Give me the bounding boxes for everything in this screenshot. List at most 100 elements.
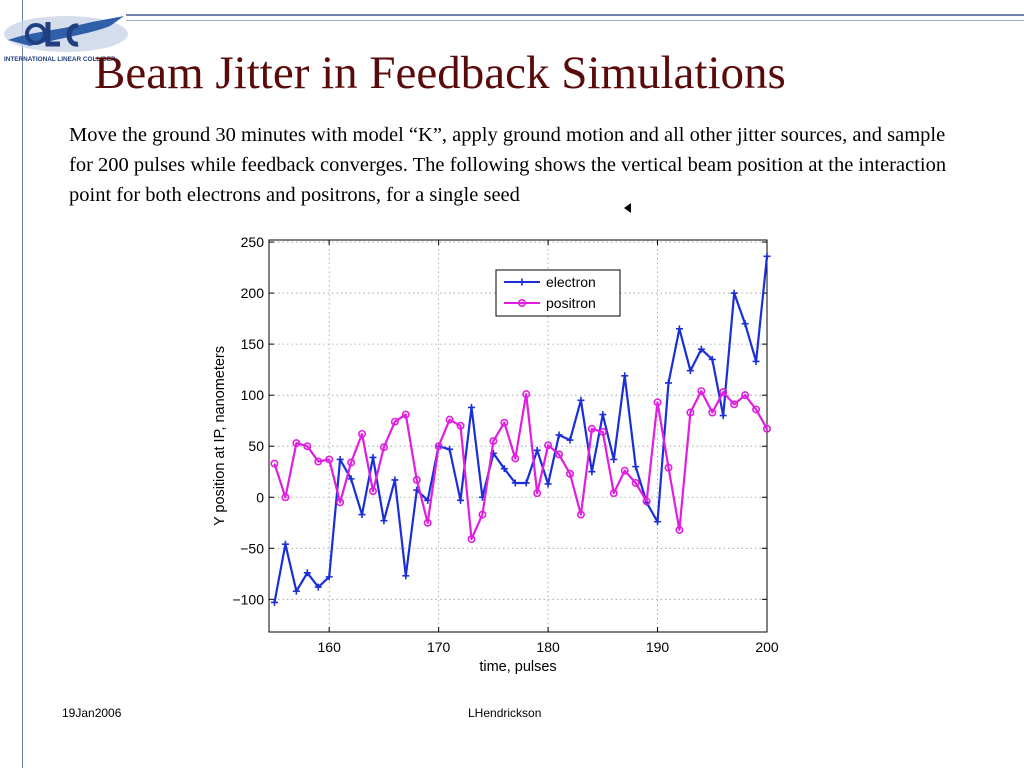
x-tick-label: 190 <box>646 639 670 655</box>
series-positron-point <box>544 441 553 450</box>
series-positron-point <box>511 454 520 463</box>
series-positron-point <box>522 390 531 399</box>
series-positron-point <box>270 459 279 468</box>
slide-body-text: Move the ground 30 minutes with model “K… <box>69 124 947 206</box>
series-positron-point <box>653 398 662 407</box>
series-positron-point <box>533 489 542 498</box>
series-positron-point <box>489 437 498 446</box>
series-electron-point <box>632 463 640 471</box>
series-positron-point <box>347 458 356 467</box>
series-electron-point <box>533 446 541 454</box>
series-electron-point <box>621 372 629 380</box>
series-positron-point <box>358 429 367 438</box>
series-electron-point <box>402 572 410 580</box>
series <box>270 252 771 606</box>
series-positron-point <box>292 439 301 448</box>
series-electron-point <box>457 496 465 504</box>
series-electron-point <box>588 468 596 476</box>
series-electron-point <box>270 598 278 606</box>
series-electron-point <box>325 573 333 581</box>
y-tick-label: 200 <box>241 285 265 301</box>
legend-positron-label: positron <box>546 295 596 311</box>
series-electron-point <box>654 518 662 526</box>
series-electron-point <box>566 436 574 444</box>
series-positron-point <box>368 487 377 496</box>
y-tick-label: −100 <box>232 591 264 607</box>
series-positron-point <box>675 525 684 534</box>
ticks: 160 170 180 190 200 −100 −50 0 50 100 150 200 250 <box>232 234 778 655</box>
series-electron-point <box>292 587 300 595</box>
series-electron-point <box>281 540 289 548</box>
legend: electron positron <box>495 269 621 317</box>
series-electron-point <box>380 517 388 525</box>
series-electron-point <box>697 345 705 353</box>
series-positron-point <box>642 497 651 506</box>
top-border-line-thin <box>126 20 1024 21</box>
series-positron-line <box>273 390 768 541</box>
footer-date: 19Jan2006 <box>62 706 122 720</box>
y-tick-label: 150 <box>241 336 265 352</box>
x-tick-label: 200 <box>755 639 779 655</box>
series-positron-point <box>423 518 432 527</box>
series-electron-point <box>358 511 366 519</box>
series-electron-point <box>446 445 454 453</box>
series-electron-point <box>577 396 585 404</box>
series-electron-point <box>347 475 355 483</box>
series-positron-point <box>390 417 399 426</box>
series-electron-point <box>303 569 311 577</box>
series-positron-point <box>719 388 728 397</box>
series-positron-point <box>467 535 476 544</box>
y-tick-label: 50 <box>248 438 264 454</box>
series-electron-point <box>511 479 519 487</box>
series-electron-point <box>500 465 508 473</box>
left-border-line <box>22 0 23 768</box>
series-positron-point <box>565 469 574 478</box>
series-positron-point <box>434 442 443 451</box>
series-positron-point <box>598 427 607 436</box>
series-electron-point <box>544 480 552 488</box>
logo-text: INTERNATIONAL LINEAR COLLIDER <box>4 56 116 63</box>
series-electron-point <box>686 367 694 375</box>
series-electron-point <box>336 455 344 463</box>
series-positron-point <box>336 498 345 507</box>
series-positron-point <box>697 387 706 396</box>
series-positron-point <box>303 442 312 451</box>
series-electron-point <box>719 412 727 420</box>
series-electron-point <box>708 355 716 363</box>
series-positron-point <box>664 463 673 472</box>
series-positron-point <box>555 450 564 459</box>
y-axis-label: Y position at IP, nanometers <box>212 346 228 526</box>
series-electron-point <box>467 403 475 411</box>
plot-frame <box>268 239 768 633</box>
y-tick-label: 100 <box>241 387 265 403</box>
series-positron-point <box>587 424 596 433</box>
series-positron-point <box>708 408 717 417</box>
series-electron-point <box>314 583 322 591</box>
series-electron-point <box>664 379 672 387</box>
series-electron-point <box>675 325 683 333</box>
legend-electron-label: electron <box>546 274 596 290</box>
slide-title: Beam Jitter in Feedback Simulations <box>94 47 786 99</box>
series-positron-point <box>412 475 421 484</box>
legend-box <box>495 269 621 317</box>
x-tick-label: 180 <box>536 639 560 655</box>
x-axis-label: time, pulses <box>479 659 556 674</box>
series-positron-point <box>478 510 487 519</box>
series-positron-point <box>576 510 585 519</box>
series-electron <box>270 252 771 606</box>
top-border-line <box>126 14 1024 16</box>
series-electron-point <box>610 455 618 463</box>
series-positron-point <box>752 405 761 414</box>
series-positron-point <box>741 391 750 400</box>
series-electron-point <box>369 453 377 461</box>
series-electron-point <box>599 411 607 419</box>
series-positron-point <box>445 415 454 424</box>
x-tick-label: 170 <box>427 639 451 655</box>
series-electron-line <box>273 256 769 603</box>
series-positron-point <box>762 424 771 433</box>
series-positron-point <box>730 400 739 409</box>
series-positron-point <box>314 457 323 466</box>
series-electron-point <box>730 289 738 297</box>
series-electron-point <box>752 357 760 365</box>
series-positron <box>270 387 771 544</box>
